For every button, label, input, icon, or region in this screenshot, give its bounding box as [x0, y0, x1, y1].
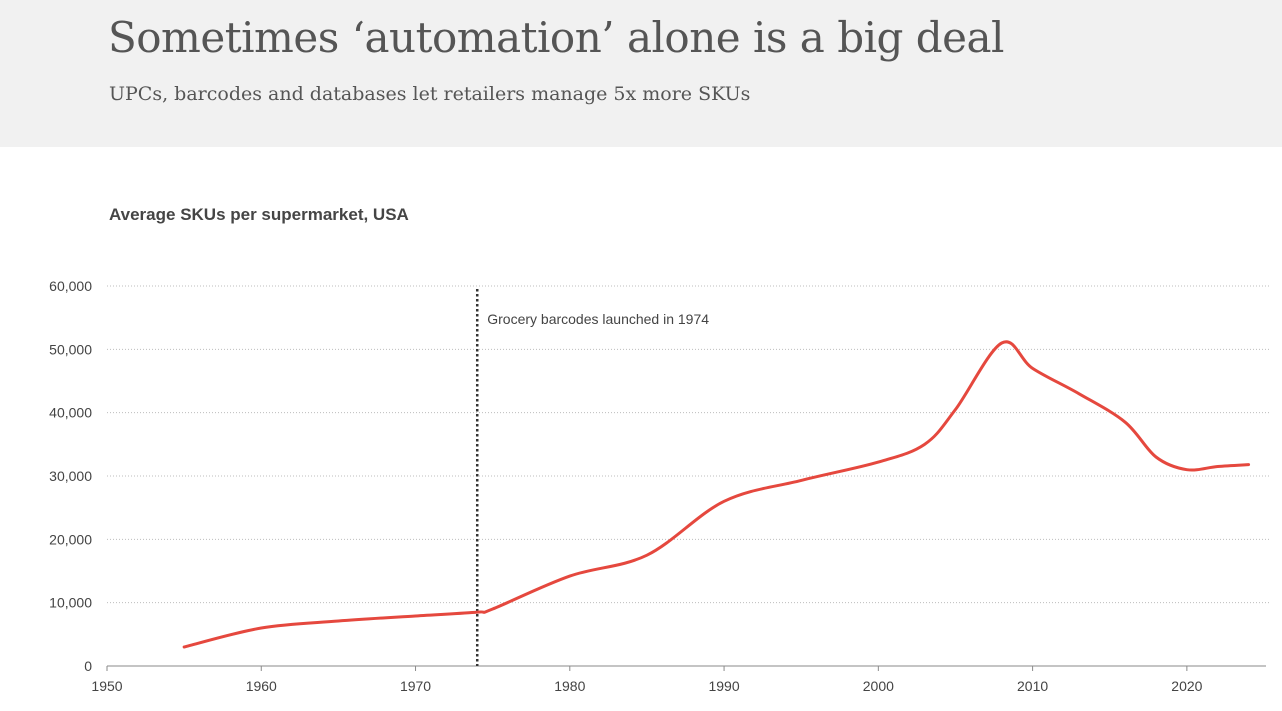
- data-point-1975: [492, 609, 493, 610]
- data-point-2008: [1001, 343, 1002, 344]
- x-tick-label-2020: 2020: [1171, 678, 1202, 694]
- data-point-1995: [801, 480, 802, 481]
- data-point-2003: [924, 444, 925, 445]
- annotation-layer: Grocery barcodes launched in 1974: [475, 289, 709, 666]
- x-tick-label-1970: 1970: [400, 678, 431, 694]
- x-tick-label-2000: 2000: [863, 678, 894, 694]
- data-point-1980: [569, 576, 570, 577]
- header-band: Sometimes ‘automation’ alone is a big de…: [0, 0, 1282, 147]
- x-tick-label-1990: 1990: [708, 678, 739, 694]
- series-line-0: [182, 340, 1251, 649]
- data-point-2016: [1125, 422, 1126, 423]
- data-point-2010: [1032, 368, 1033, 369]
- data-point-2020: [1186, 469, 1187, 470]
- axis-layer: 0 10,000 20,000 30,000 40,000 50,000 60,000 195…: [49, 278, 1266, 694]
- y-tick-label-50000: 50,000: [49, 341, 92, 357]
- data-point-1970: [415, 615, 416, 616]
- y-tick-label-20000: 20,000: [49, 531, 92, 547]
- data-point-1960: [261, 628, 262, 629]
- series-layer: [182, 340, 1251, 649]
- grid-layer: [107, 285, 1270, 604]
- y-tick-label-0: 0: [84, 658, 92, 674]
- x-tick-label-2010: 2010: [1017, 678, 1048, 694]
- chart-title: Average SKUs per supermarket, USA: [109, 205, 409, 224]
- data-point-1985: [646, 555, 647, 556]
- page-title: Sometimes ‘automation’ alone is a big de…: [108, 13, 1004, 62]
- x-tick-label-1950: 1950: [91, 678, 122, 694]
- barcode-launch-annotation: Grocery barcodes launched in 1974: [487, 311, 709, 327]
- y-tick-label-40000: 40,000: [49, 405, 92, 421]
- y-tick-label-30000: 30,000: [49, 468, 92, 484]
- y-tick-label-60000: 60,000: [49, 278, 92, 294]
- data-point-2005: [955, 409, 956, 410]
- data-point-2024: [1248, 464, 1249, 465]
- x-tick-label-1980: 1980: [554, 678, 585, 694]
- data-point-2022: [1217, 466, 1218, 467]
- page-subtitle: UPCs, barcodes and databases let retaile…: [109, 83, 751, 105]
- data-point-1965: [338, 621, 339, 622]
- x-tick-label-1960: 1960: [246, 678, 277, 694]
- data-point-1955: [184, 647, 185, 648]
- data-point-1990: [724, 501, 725, 502]
- data-point-2000: [878, 462, 879, 463]
- data-point-2013: [1078, 393, 1079, 394]
- data-point-1974: [477, 612, 478, 613]
- data-point-2018: [1156, 457, 1157, 458]
- y-tick-label-10000: 10,000: [49, 595, 92, 611]
